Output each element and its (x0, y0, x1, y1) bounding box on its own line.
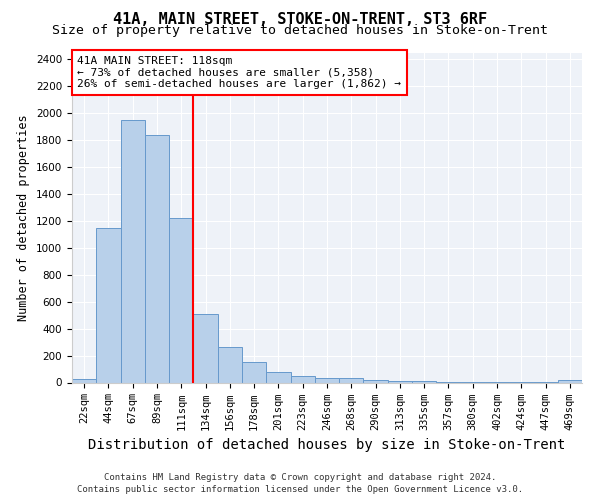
Text: Contains HM Land Registry data © Crown copyright and database right 2024.
Contai: Contains HM Land Registry data © Crown c… (77, 472, 523, 494)
Bar (145, 134, 169, 382)
Bar (266, 372, 290, 382)
Bar (193, 314, 218, 382)
Text: 41A, MAIN STREET, STOKE-ON-TRENT, ST3 6RF: 41A, MAIN STREET, STOKE-ON-TRENT, ST3 6R… (113, 12, 487, 28)
X-axis label: Distribution of detached houses by size in Stoke-on-Trent: Distribution of detached houses by size … (88, 438, 566, 452)
Bar (339, 378, 364, 382)
Bar (72, 379, 96, 382)
Bar (169, 218, 193, 382)
Bar (121, 120, 145, 382)
Bar (218, 348, 242, 382)
Text: Size of property relative to detached houses in Stoke-on-Trent: Size of property relative to detached ho… (52, 24, 548, 37)
Bar (388, 381, 412, 382)
Text: 41A MAIN STREET: 118sqm
← 73% of detached houses are smaller (5,358)
26% of semi: 41A MAIN STREET: 118sqm ← 73% of detache… (77, 56, 401, 89)
Bar (558, 380, 582, 382)
Bar (364, 380, 388, 382)
Bar (96, 228, 121, 382)
Bar (315, 378, 339, 382)
Bar (242, 362, 266, 382)
Y-axis label: Number of detached properties: Number of detached properties (17, 114, 31, 321)
Bar (290, 376, 315, 382)
